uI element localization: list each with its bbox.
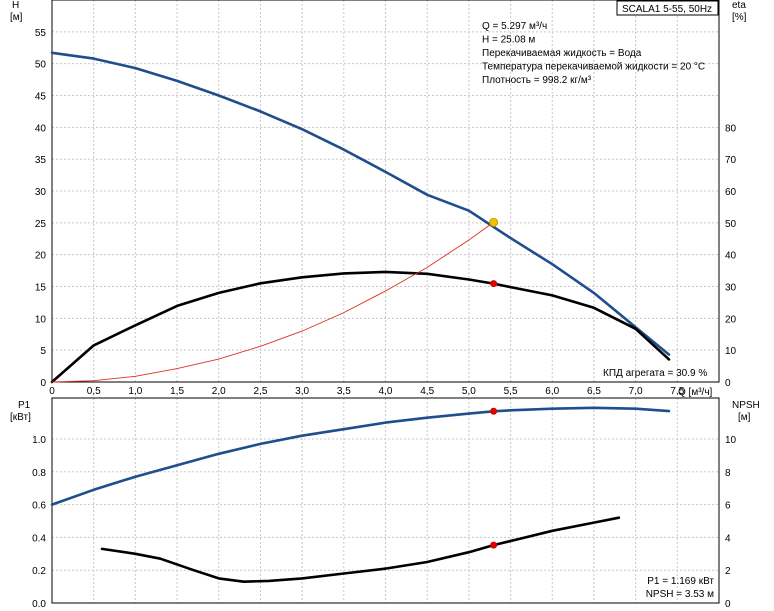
top-operating-point-1 — [489, 217, 499, 227]
top-right-tick-label: 0 — [725, 378, 731, 389]
top-right-axis-label: eta — [732, 0, 746, 11]
top-left-tick-label: 15 — [35, 283, 47, 294]
top-left-axis-label: H — [12, 0, 19, 11]
chart-title: SCALA1 5-55, 50Hz — [622, 4, 712, 15]
top-left-tick-label: 50 — [35, 60, 47, 71]
bottom-series-line-2 — [100, 516, 621, 584]
bottom-operating-point-2 — [490, 541, 498, 549]
top-left-tick-label: 40 — [35, 123, 47, 134]
top-chart-grid — [52, 0, 719, 382]
top-right-tick-label: 50 — [725, 219, 737, 230]
bottom-left-tick-label: 0.4 — [32, 533, 46, 544]
bottom-left-tick-label: 1.0 — [32, 435, 46, 446]
bottom-series-line-1 — [50, 406, 671, 506]
bottom-left-tick-label: 0.2 — [32, 566, 46, 577]
top-left-tick-label: 10 — [35, 314, 47, 325]
info-line: Плотность = 998.2 кг/м³ — [482, 75, 592, 86]
top-right-axis-unit: [%] — [732, 12, 747, 23]
bottom-right-tick-label: 4 — [725, 533, 731, 544]
top-left-tick-label: 30 — [35, 187, 47, 198]
top-left-tick-label: 45 — [35, 92, 47, 103]
x-tick-label: 7,5 — [670, 386, 684, 397]
bottom-operating-point-1 — [490, 407, 498, 415]
x-axis-label: Q [м³/ч] — [678, 387, 713, 398]
bottom-chart-frame — [51, 397, 720, 604]
x-tick-label: 3,5 — [337, 386, 351, 397]
bottom-right-tick-label: 0 — [725, 599, 731, 610]
bottom-chart-series — [50, 406, 671, 584]
x-tick-label: 5,0 — [462, 386, 476, 397]
x-tick-label: 6,5 — [587, 386, 601, 397]
x-tick-label: 2,0 — [212, 386, 226, 397]
bottom-right-tick-label: 8 — [725, 468, 731, 479]
top-right-tick-label: 20 — [725, 314, 737, 325]
top-chart-frame — [51, 0, 720, 383]
bottom-info-line: NPSH = 3.53 м — [646, 589, 714, 600]
bottom-right-tick-label: 6 — [725, 501, 731, 512]
top-series-line-3 — [51, 221, 495, 383]
x-tick-label: 1,0 — [128, 386, 142, 397]
bottom-operating-info: P1 = 1.169 кВт NPSH = 3.53 м — [646, 576, 715, 600]
top-left-tick-label: 25 — [35, 219, 47, 230]
top-left-tick-label: 35 — [35, 155, 47, 166]
x-tick-label: 2,5 — [253, 386, 267, 397]
x-tick-label: 0,5 — [87, 386, 101, 397]
info-line: H = 25.08 м — [482, 35, 535, 46]
bottom-info-line: P1 = 1.169 кВт — [647, 576, 714, 587]
top-left-tick-label: 5 — [40, 346, 46, 357]
bottom-left-tick-label: 0.8 — [32, 468, 46, 479]
x-tick-label: 4,5 — [420, 386, 434, 397]
top-right-tick-label: 60 — [725, 187, 737, 198]
top-left-tick-label: 20 — [35, 251, 47, 262]
bottom-left-tick-label: 0.0 — [32, 599, 46, 610]
info-line: Q = 5.297 м³/ч — [482, 21, 547, 32]
x-tick-label: 0 — [49, 386, 55, 397]
info-line: Перекачиваемая жидкость = Вода — [482, 48, 642, 59]
operating-point-info: Q = 5.297 м³/ч H = 25.08 м Перекачиваемая … — [482, 21, 705, 86]
efficiency-note: КПД агрегата = 30.9 % — [603, 368, 707, 379]
top-right-tick-label: 70 — [725, 155, 737, 166]
x-tick-label: 7,0 — [629, 386, 643, 397]
top-left-tick-label: 0 — [40, 378, 46, 389]
top-series-line-1 — [50, 51, 671, 356]
bottom-chart-ticks: 0.0 0.2 0.4 0.6 0.8 1.0 0 2 4 6 8 10 — [32, 435, 736, 610]
info-line: Температура перекачиваемой жидкости = 20… — [482, 62, 705, 73]
bottom-left-axis-unit: [кВт] — [10, 412, 31, 423]
bottom-right-tick-label: 10 — [725, 435, 737, 446]
chart-title-box — [616, 0, 719, 16]
top-right-tick-label: 40 — [725, 251, 737, 262]
bottom-right-axis-unit: [м] — [738, 412, 751, 423]
x-tick-label: 6,0 — [545, 386, 559, 397]
x-tick-label: 1,5 — [170, 386, 184, 397]
bottom-left-axis-label: P1 — [18, 400, 31, 411]
bottom-right-tick-label: 2 — [725, 566, 731, 577]
bottom-right-axis-label: NPSH — [732, 400, 760, 411]
top-chart-series — [50, 51, 671, 384]
top-chart-ticks: 0 5 10 15 20 25 30 35 40 45 50 55 0 10 20 30 40 50 60 70 80 0… — [35, 28, 737, 397]
x-tick-label: 5,5 — [504, 386, 518, 397]
bottom-left-tick-label: 0.6 — [32, 501, 46, 512]
top-right-tick-label: 10 — [725, 346, 737, 357]
top-operating-point-2 — [490, 280, 498, 288]
x-tick-label: 3,0 — [295, 386, 309, 397]
top-series-line-2 — [50, 270, 671, 384]
top-right-tick-label: 80 — [725, 123, 737, 134]
bottom-chart-grid — [52, 398, 719, 603]
x-tick-label: 4,0 — [379, 386, 393, 397]
top-left-axis-unit: [м] — [10, 12, 23, 23]
top-right-tick-label: 30 — [725, 283, 737, 294]
top-left-tick-label: 55 — [35, 28, 47, 39]
